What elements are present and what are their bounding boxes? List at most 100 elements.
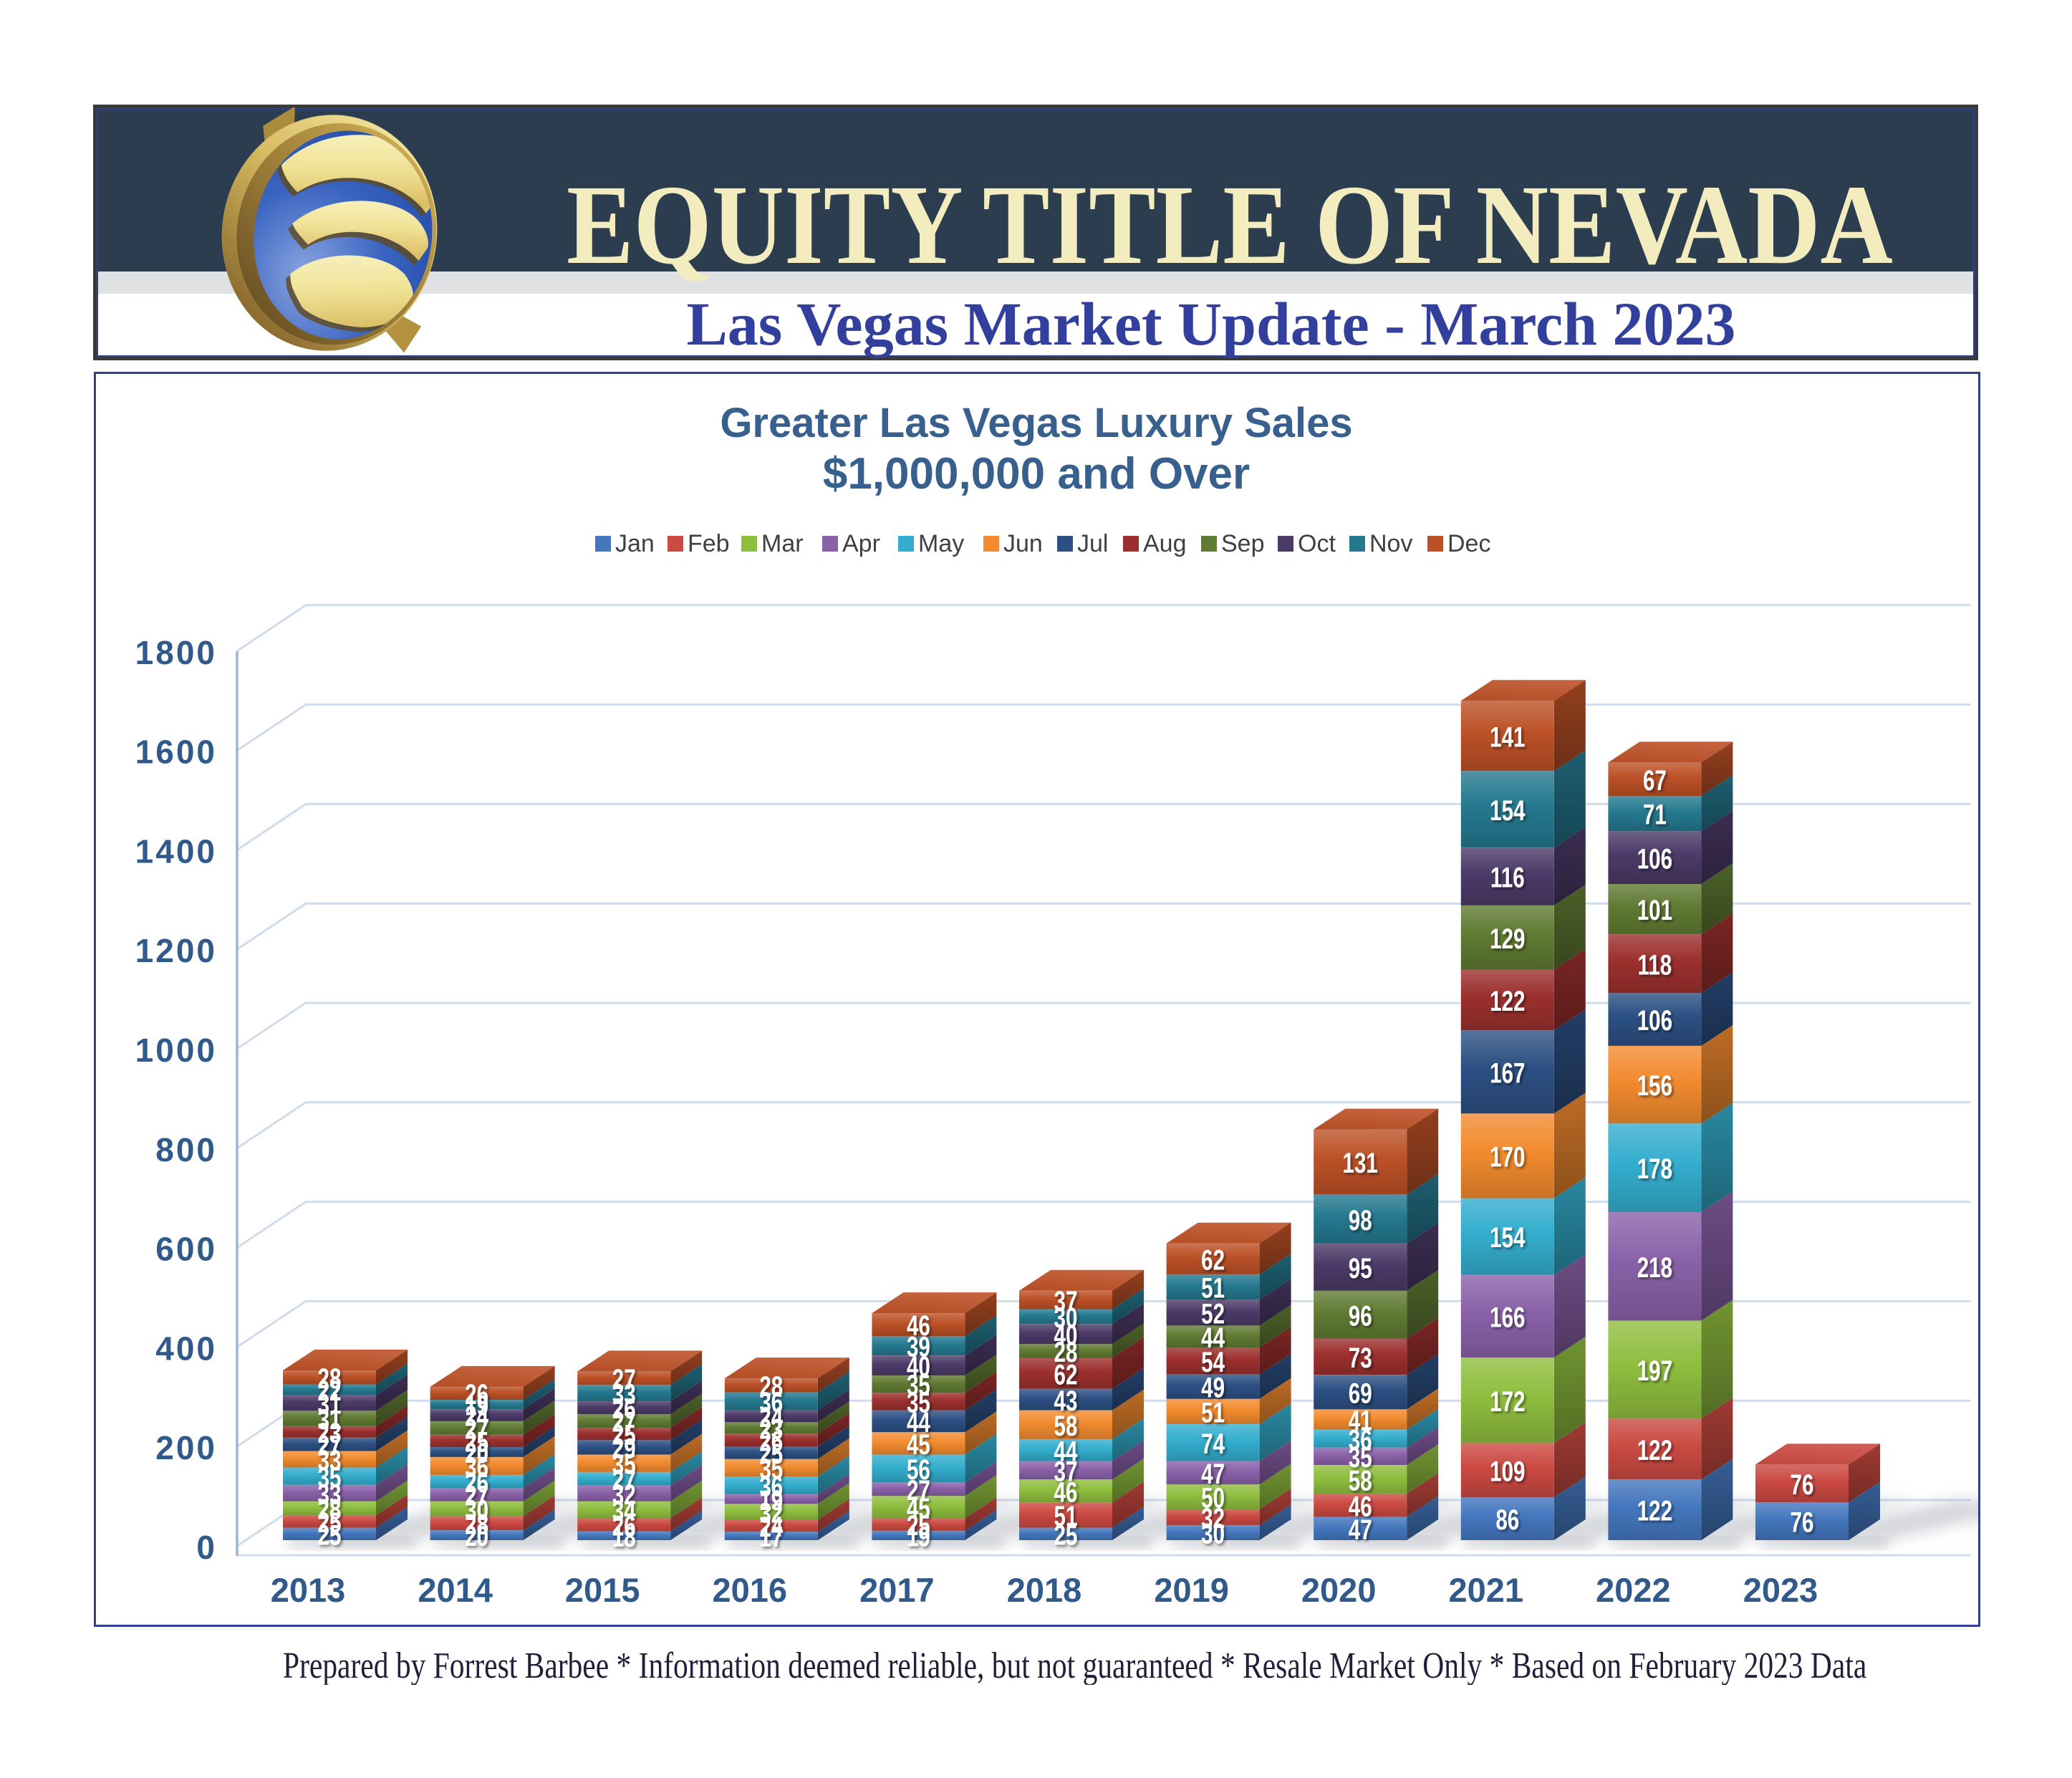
svg-text:46: 46 <box>907 1310 930 1342</box>
svg-text:19: 19 <box>465 1390 488 1421</box>
svg-text:33: 33 <box>612 1378 636 1410</box>
svg-text:73: 73 <box>1349 1342 1372 1374</box>
svg-text:27: 27 <box>465 1413 488 1445</box>
svg-text:39: 39 <box>907 1331 930 1363</box>
svg-text:45: 45 <box>907 1493 930 1524</box>
svg-text:27: 27 <box>465 1480 488 1512</box>
svg-text:44: 44 <box>1054 1436 1078 1467</box>
svg-text:41: 41 <box>1349 1405 1372 1436</box>
svg-text:46: 46 <box>1054 1476 1078 1508</box>
svg-text:30: 30 <box>1054 1302 1078 1334</box>
svg-text:36: 36 <box>1349 1424 1372 1456</box>
svg-text:25: 25 <box>465 1426 488 1458</box>
svg-text:24: 24 <box>759 1512 783 1543</box>
svg-text:27: 27 <box>612 1406 636 1438</box>
svg-text:28: 28 <box>1054 1337 1078 1368</box>
svg-text:25: 25 <box>318 1519 342 1551</box>
svg-text:37: 37 <box>1054 1456 1078 1487</box>
svg-text:178: 178 <box>1637 1153 1672 1185</box>
svg-text:35: 35 <box>1349 1442 1372 1474</box>
svg-text:28: 28 <box>465 1509 488 1540</box>
svg-text:67: 67 <box>1643 765 1667 797</box>
svg-text:172: 172 <box>1490 1386 1525 1418</box>
svg-text:28: 28 <box>759 1371 783 1403</box>
svg-text:47: 47 <box>1349 1514 1372 1546</box>
svg-text:30: 30 <box>465 1494 488 1526</box>
svg-text:47: 47 <box>1201 1459 1225 1490</box>
svg-text:1600: 1600 <box>135 734 217 771</box>
svg-text:116: 116 <box>1490 862 1525 893</box>
svg-text:218: 218 <box>1637 1252 1672 1284</box>
svg-text:58: 58 <box>1349 1465 1372 1496</box>
svg-text:2018: 2018 <box>1007 1571 1082 1609</box>
svg-text:24: 24 <box>465 1400 488 1432</box>
svg-text:17: 17 <box>759 1522 783 1553</box>
svg-text:2023: 2023 <box>1743 1571 1818 1609</box>
svg-text:36: 36 <box>759 1387 783 1418</box>
svg-text:37: 37 <box>1054 1286 1078 1317</box>
svg-text:44: 44 <box>907 1407 930 1438</box>
svg-text:101: 101 <box>1637 895 1672 926</box>
svg-text:25: 25 <box>318 1507 342 1539</box>
svg-text:24: 24 <box>759 1402 783 1433</box>
svg-text:52: 52 <box>1201 1298 1225 1330</box>
svg-text:58: 58 <box>1054 1411 1078 1442</box>
svg-text:23: 23 <box>318 1418 342 1449</box>
svg-text:76: 76 <box>1791 1507 1814 1538</box>
svg-text:2022: 2022 <box>1596 1571 1671 1609</box>
svg-text:49: 49 <box>1201 1372 1225 1403</box>
svg-text:51: 51 <box>1054 1501 1078 1532</box>
svg-text:30: 30 <box>1201 1518 1225 1549</box>
svg-text:51: 51 <box>1201 1397 1225 1428</box>
svg-text:27: 27 <box>612 1364 636 1395</box>
svg-text:1200: 1200 <box>135 932 217 969</box>
svg-text:34: 34 <box>612 1495 636 1527</box>
svg-text:32: 32 <box>612 1479 636 1511</box>
svg-text:32: 32 <box>759 1497 783 1529</box>
svg-text:18: 18 <box>612 1522 636 1553</box>
svg-text:131: 131 <box>1343 1148 1378 1179</box>
svg-text:32: 32 <box>1201 1503 1225 1534</box>
svg-text:35: 35 <box>612 1448 636 1480</box>
svg-text:1000: 1000 <box>135 1032 217 1069</box>
svg-text:76: 76 <box>1791 1469 1814 1501</box>
svg-text:56: 56 <box>907 1454 930 1486</box>
svg-text:400: 400 <box>155 1330 217 1367</box>
svg-text:74: 74 <box>1201 1428 1225 1460</box>
svg-text:36: 36 <box>465 1451 488 1483</box>
svg-text:25: 25 <box>612 1419 636 1451</box>
svg-text:2021: 2021 <box>1449 1571 1524 1609</box>
svg-text:106: 106 <box>1637 1005 1672 1037</box>
svg-text:95: 95 <box>1349 1253 1372 1284</box>
svg-text:40: 40 <box>907 1351 930 1383</box>
svg-text:45: 45 <box>907 1429 930 1461</box>
svg-text:2013: 2013 <box>271 1571 346 1609</box>
svg-text:1400: 1400 <box>135 832 217 870</box>
svg-text:33: 33 <box>318 1445 342 1476</box>
svg-text:26: 26 <box>759 1426 783 1457</box>
svg-text:122: 122 <box>1637 1435 1672 1466</box>
svg-text:26: 26 <box>465 1467 488 1499</box>
svg-text:167: 167 <box>1490 1057 1525 1089</box>
svg-text:54: 54 <box>1201 1347 1225 1378</box>
svg-text:20: 20 <box>465 1438 488 1469</box>
svg-text:2020: 2020 <box>1301 1571 1377 1609</box>
svg-text:28: 28 <box>318 1494 342 1525</box>
svg-text:33: 33 <box>318 1479 342 1510</box>
svg-text:2014: 2014 <box>418 1571 493 1609</box>
svg-text:28: 28 <box>318 1363 342 1395</box>
svg-text:40: 40 <box>1054 1320 1078 1351</box>
svg-text:106: 106 <box>1637 843 1672 875</box>
svg-text:2019: 2019 <box>1154 1571 1229 1609</box>
svg-text:109: 109 <box>1490 1456 1525 1487</box>
svg-text:2015: 2015 <box>565 1571 640 1609</box>
svg-text:800: 800 <box>155 1131 217 1168</box>
svg-text:26: 26 <box>465 1379 488 1411</box>
svg-text:69: 69 <box>1349 1378 1372 1409</box>
svg-text:50: 50 <box>1201 1482 1225 1514</box>
svg-text:62: 62 <box>1201 1244 1225 1276</box>
svg-text:46: 46 <box>1349 1491 1372 1522</box>
svg-text:29: 29 <box>612 1433 636 1464</box>
svg-text:600: 600 <box>155 1231 217 1268</box>
svg-text:62: 62 <box>1054 1359 1078 1390</box>
